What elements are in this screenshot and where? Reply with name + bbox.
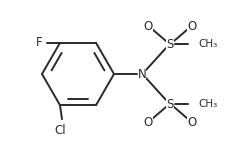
Text: O: O [187,115,196,128]
Text: S: S [166,38,173,51]
Text: S: S [166,97,173,111]
Text: O: O [143,115,152,128]
Text: O: O [143,20,152,32]
Text: N: N [137,67,146,80]
Text: Cl: Cl [54,124,65,137]
Text: F: F [35,36,42,49]
Text: O: O [187,20,196,32]
Text: CH₃: CH₃ [197,99,216,109]
Text: CH₃: CH₃ [197,39,216,49]
